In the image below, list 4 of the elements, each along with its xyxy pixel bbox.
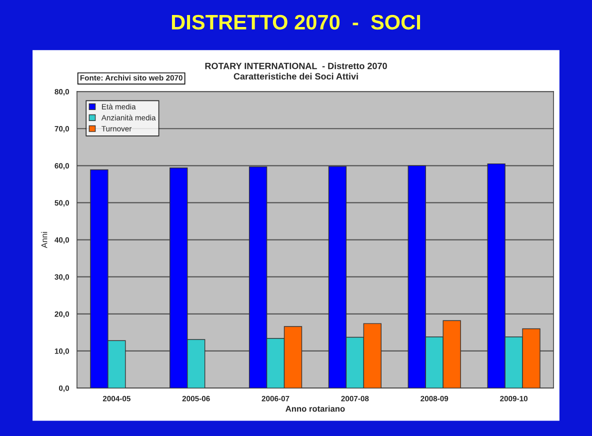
chart-subtitle: ROTARY INTERNATIONAL - Distretto 2070 Caratteristiche dei Soci Attivi	[205, 62, 387, 80]
chart-title: DISTRETTO 2070 - SOCI	[172, 14, 420, 30]
x-axis-title: Anno rotariano	[286, 406, 345, 412]
y-axis-title: Anni	[41, 232, 48, 248]
